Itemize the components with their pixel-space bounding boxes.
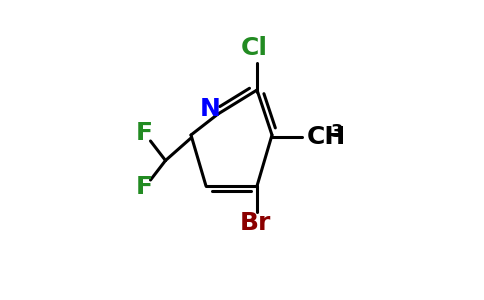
Text: Cl: Cl [241,36,268,60]
Text: F: F [136,122,153,146]
Text: F: F [136,176,153,200]
Text: Br: Br [240,212,271,236]
Text: CH: CH [306,124,346,148]
Text: 3: 3 [331,123,343,141]
Text: N: N [200,98,221,122]
